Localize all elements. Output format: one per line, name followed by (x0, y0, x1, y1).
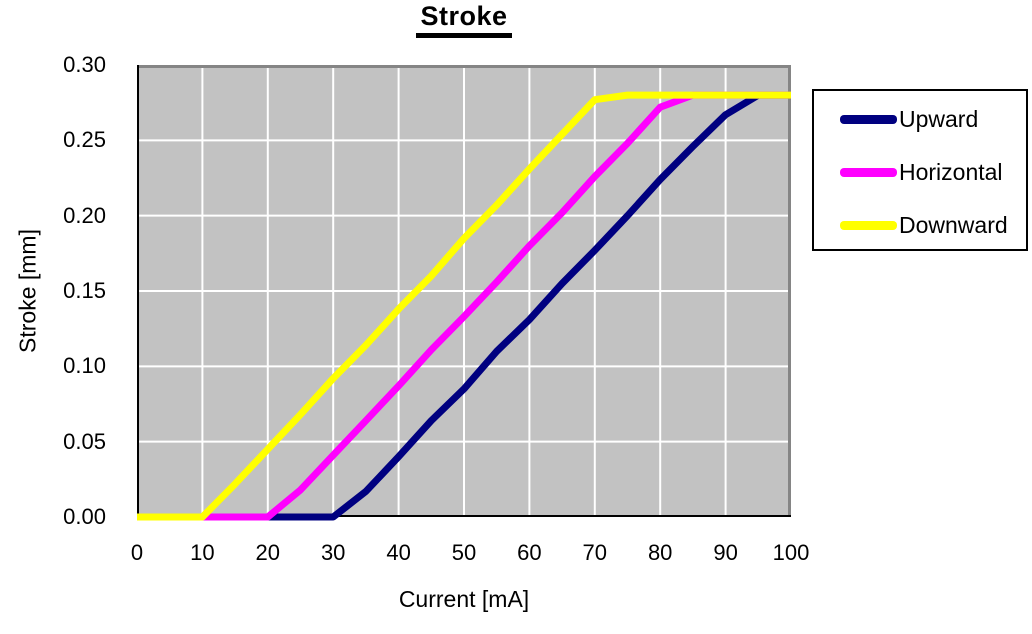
legend-item-downward: Downward (814, 211, 1026, 239)
x-axis-title: Current [mA] (398, 586, 530, 612)
series-line-downward (137, 91, 791, 521)
legend-label-horizontal: Horizontal (899, 158, 1003, 185)
plot-svg (137, 65, 791, 521)
x-tick-label: 100 (772, 540, 810, 565)
x-tick-label: 90 (713, 540, 738, 565)
legend-box: Upward Horizontal Downward (812, 89, 1028, 251)
legend-label-upward: Upward (899, 105, 979, 132)
plot-area (137, 65, 791, 521)
upward-line-swatch (840, 114, 897, 124)
legend-label-downward: Downward (899, 211, 1008, 238)
horizontal-line-swatch (840, 167, 897, 177)
legend-item-horizontal: Horizontal (814, 158, 1026, 186)
y-tick-label: 0.00 (63, 504, 106, 529)
x-tick-label: 40 (386, 540, 411, 565)
x-tick-label: 0 (130, 540, 144, 565)
y-tick-label: 0.30 (63, 52, 106, 77)
x-tick-label: 30 (320, 540, 346, 565)
chart-title: Stroke (137, 1, 791, 38)
x-tick-label: 10 (190, 540, 215, 565)
x-tick-label: 70 (582, 540, 608, 565)
chart-title-text: Stroke (416, 1, 512, 38)
downward-line-swatch (840, 220, 897, 230)
x-tick-label: 50 (451, 540, 477, 565)
y-tick-label: 0.10 (63, 353, 106, 379)
y-tick-label: 0.20 (63, 202, 106, 228)
x-tick-label: 20 (255, 540, 281, 565)
series-line-horizontal (137, 91, 791, 521)
y-axis-title: Stroke [mm] (14, 229, 41, 353)
y-tick-label: 0.05 (63, 428, 106, 454)
y-tick-label: 0.25 (63, 127, 106, 153)
x-tick-label: 60 (517, 540, 542, 565)
y-tick-label: 0.15 (63, 278, 106, 303)
legend-item-upward: Upward (814, 105, 1026, 133)
x-tick-label: 80 (647, 540, 673, 565)
